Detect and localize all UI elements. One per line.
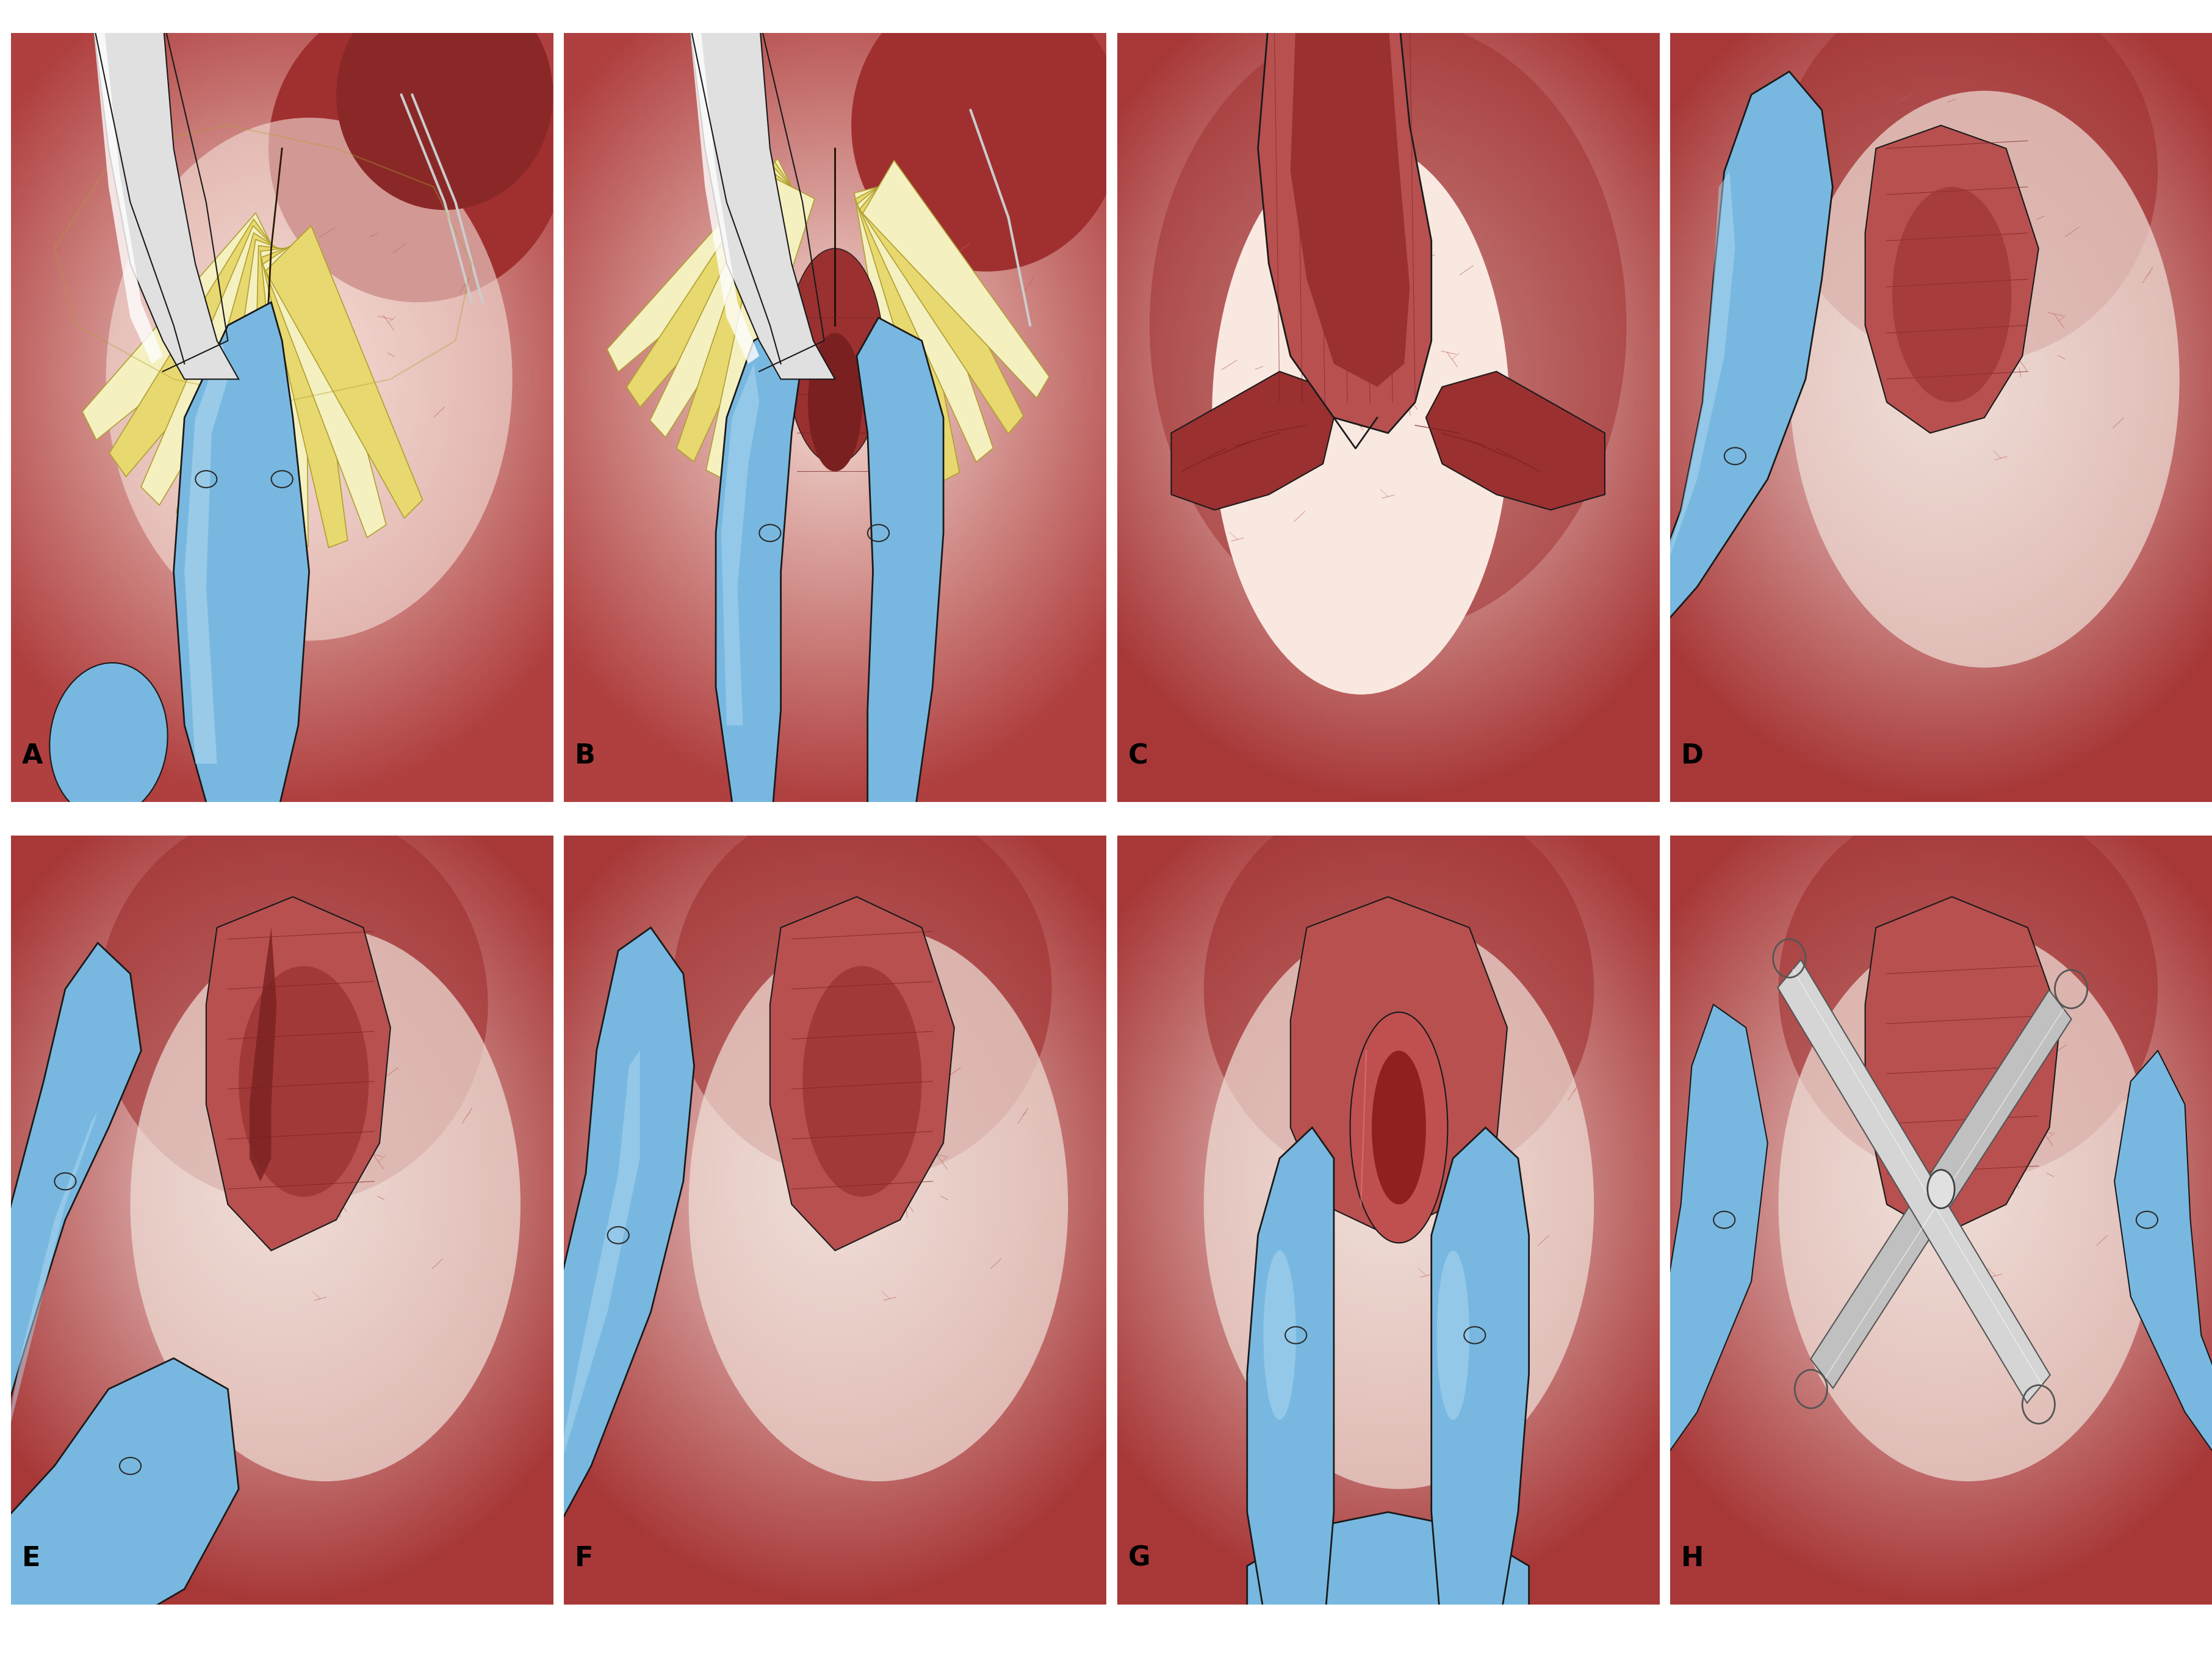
Polygon shape <box>553 1050 639 1489</box>
Ellipse shape <box>1778 0 2159 364</box>
Polygon shape <box>858 170 993 461</box>
Ellipse shape <box>1371 1050 1427 1204</box>
Polygon shape <box>0 1111 97 1465</box>
Polygon shape <box>860 165 1024 433</box>
Ellipse shape <box>1349 1012 1447 1242</box>
Polygon shape <box>184 341 228 764</box>
Ellipse shape <box>1778 797 2159 1181</box>
Polygon shape <box>717 318 803 840</box>
Polygon shape <box>538 928 695 1566</box>
Polygon shape <box>2115 1050 2212 1489</box>
Polygon shape <box>1865 896 2059 1236</box>
Ellipse shape <box>336 0 553 210</box>
Polygon shape <box>606 159 805 372</box>
Text: B: B <box>575 743 595 769</box>
Text: F: F <box>575 1545 593 1571</box>
Polygon shape <box>688 18 836 379</box>
Polygon shape <box>261 240 347 547</box>
Polygon shape <box>1427 372 1606 509</box>
Polygon shape <box>854 180 922 493</box>
Text: G: G <box>1128 1545 1150 1571</box>
Polygon shape <box>0 1358 239 1642</box>
Polygon shape <box>1248 1512 1528 1642</box>
Ellipse shape <box>1790 91 2179 668</box>
Polygon shape <box>142 225 299 504</box>
Polygon shape <box>856 318 942 840</box>
Polygon shape <box>626 162 810 407</box>
Ellipse shape <box>852 0 1121 271</box>
Polygon shape <box>770 896 953 1250</box>
Polygon shape <box>265 225 422 518</box>
Polygon shape <box>1644 1004 1767 1489</box>
Ellipse shape <box>1927 1169 1955 1209</box>
Ellipse shape <box>1891 187 2011 402</box>
Text: H: H <box>1681 1545 1703 1571</box>
Text: A: A <box>22 743 42 769</box>
Ellipse shape <box>97 804 489 1204</box>
Polygon shape <box>1259 18 1431 433</box>
Ellipse shape <box>672 797 1053 1181</box>
Ellipse shape <box>131 928 520 1482</box>
Ellipse shape <box>239 966 369 1197</box>
Text: D: D <box>1681 743 1703 769</box>
Polygon shape <box>215 240 303 536</box>
Polygon shape <box>1812 991 2070 1388</box>
Polygon shape <box>261 246 307 549</box>
Polygon shape <box>93 18 164 364</box>
Ellipse shape <box>807 332 863 471</box>
Ellipse shape <box>1203 920 1595 1489</box>
Polygon shape <box>721 364 759 724</box>
Ellipse shape <box>1778 928 2159 1482</box>
Polygon shape <box>1778 959 2051 1403</box>
Ellipse shape <box>1263 1250 1296 1419</box>
Ellipse shape <box>1212 141 1511 695</box>
Ellipse shape <box>1203 789 1595 1189</box>
Polygon shape <box>1431 1128 1528 1642</box>
Text: E: E <box>22 1545 40 1571</box>
Ellipse shape <box>49 663 168 819</box>
Polygon shape <box>108 218 294 476</box>
Ellipse shape <box>803 966 922 1197</box>
Polygon shape <box>1644 71 1832 648</box>
Polygon shape <box>1865 126 2039 433</box>
Polygon shape <box>677 170 814 461</box>
Polygon shape <box>1172 372 1334 509</box>
Polygon shape <box>173 303 310 840</box>
Ellipse shape <box>785 248 885 463</box>
Polygon shape <box>856 175 960 481</box>
Polygon shape <box>688 18 759 364</box>
Ellipse shape <box>106 117 513 640</box>
Polygon shape <box>706 175 814 480</box>
Polygon shape <box>0 943 142 1642</box>
Polygon shape <box>263 233 387 538</box>
Ellipse shape <box>268 0 566 303</box>
Ellipse shape <box>688 928 1068 1482</box>
Polygon shape <box>1248 1128 1334 1642</box>
Polygon shape <box>1290 18 1409 387</box>
Polygon shape <box>1290 896 1506 1236</box>
Polygon shape <box>206 896 392 1250</box>
Polygon shape <box>1659 172 1734 587</box>
Polygon shape <box>82 213 290 440</box>
Text: C: C <box>1128 743 1148 769</box>
Polygon shape <box>177 233 301 524</box>
Polygon shape <box>252 246 303 543</box>
Polygon shape <box>650 165 812 437</box>
Polygon shape <box>250 928 276 1181</box>
Ellipse shape <box>1150 18 1626 633</box>
Ellipse shape <box>1438 1250 1469 1419</box>
Polygon shape <box>93 18 239 379</box>
Polygon shape <box>863 160 1048 399</box>
